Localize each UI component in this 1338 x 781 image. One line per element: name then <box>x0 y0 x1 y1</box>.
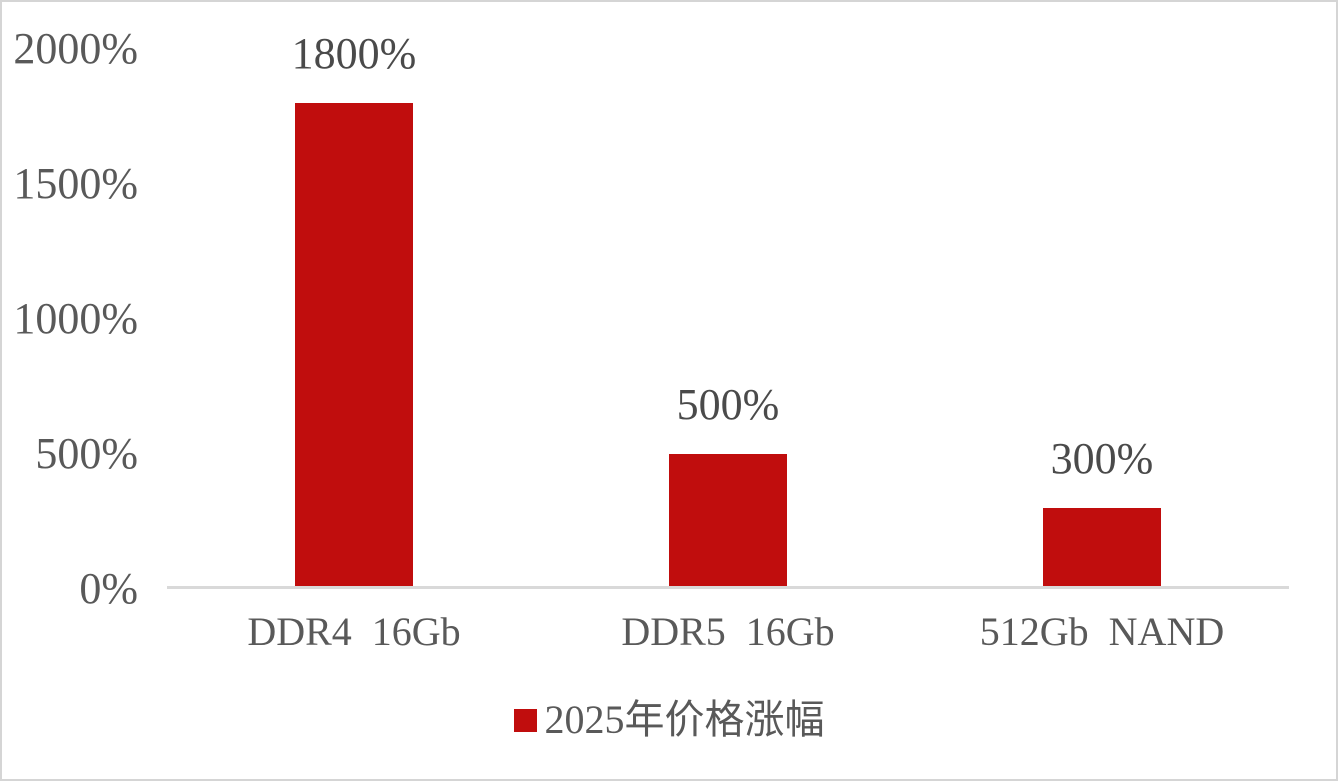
x-axis-line <box>167 586 1289 589</box>
bar <box>669 454 787 589</box>
bar <box>295 103 413 589</box>
x-axis-category-label: DDR4 16Gb <box>247 609 461 654</box>
red-square-icon <box>513 708 537 732</box>
x-axis-category-label: 512Gb NAND <box>979 609 1225 654</box>
y-axis-tick-label: 500% <box>35 429 138 478</box>
y-axis-tick-label: 2000% <box>13 24 138 73</box>
bar-value-label: 300% <box>1050 434 1154 483</box>
bar-value-label: 500% <box>676 380 780 429</box>
bar-value-label: 1800% <box>291 29 417 78</box>
y-axis-tick-label: 1500% <box>13 159 138 208</box>
y-axis-tick-label: 0% <box>79 564 138 613</box>
x-axis-category-label: DDR5 16Gb <box>621 609 835 654</box>
bar <box>1043 508 1161 589</box>
legend-label: 2025年价格涨幅 <box>544 697 825 742</box>
y-axis-tick-label: 1000% <box>13 294 138 343</box>
legend: 2025年价格涨幅 <box>2 696 1336 744</box>
